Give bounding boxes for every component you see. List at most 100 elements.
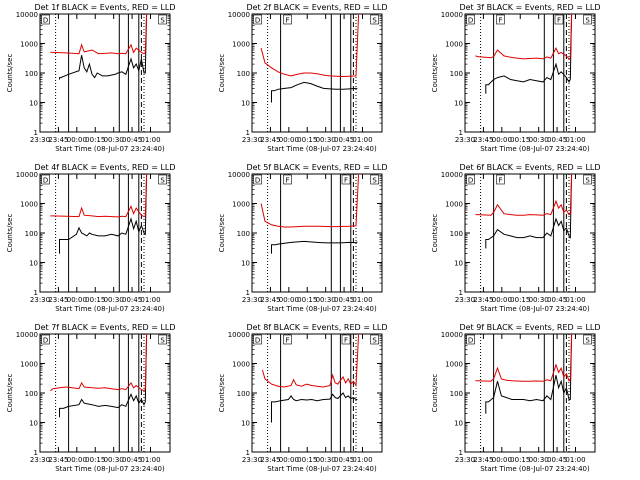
x-tick-label: 00:00: [67, 136, 87, 144]
y-tick-label: 10000: [228, 11, 250, 19]
y-tick-label: 10000: [441, 171, 463, 179]
x-tick-label: 23:30: [30, 456, 50, 464]
plot-frame: [251, 13, 383, 133]
x-axis-label: Start Time (08-Jul-07 23:24:40): [55, 465, 165, 473]
marker-letter: D: [43, 17, 48, 25]
marker-box: [341, 174, 351, 185]
y-tick-label: 10000: [441, 11, 463, 19]
x-tick-label: 00:00: [492, 296, 512, 304]
y-tick-label: 1000: [232, 201, 250, 209]
panel-det-8f: Det 8f BLACK = Events, RED = LLD 1 10 100 10…: [218, 323, 388, 473]
marker-letter: S: [585, 177, 590, 185]
y-axis-label: Counts/sec: [431, 54, 439, 93]
panel-det-3f: Det 3f BLACK = Events, RED = LLD 1 10 100 10…: [431, 3, 601, 153]
x-axis-label: Start Time (08-Jul-07 23:24:40): [480, 465, 590, 473]
marker-box: [158, 174, 167, 185]
y-tick-label: 1: [34, 129, 38, 137]
y-tick-label: 10: [454, 100, 463, 108]
y-tick-label: 1000: [232, 361, 250, 369]
x-tick-label: 01:00: [352, 136, 372, 144]
y-axis-label: Counts/sec: [218, 214, 226, 253]
marker-letter: S: [160, 177, 165, 185]
x-tick-label: 00:00: [67, 296, 87, 304]
x-tick-label: 01:00: [352, 456, 372, 464]
x-tick-label: 00:15: [85, 456, 105, 464]
x-tick-label: 23:45: [48, 296, 68, 304]
x-tick-label: 00:45: [547, 456, 567, 464]
x-tick-label: 00:30: [529, 296, 549, 304]
x-tick-label: 00:45: [122, 136, 142, 144]
y-tick-label: 10000: [228, 171, 250, 179]
y-tick-label: 10: [241, 260, 250, 268]
x-tick-label: 01:00: [140, 136, 160, 144]
marker-box: [554, 14, 564, 25]
marker-box: [370, 174, 379, 185]
y-tick-label: 100: [25, 390, 38, 398]
marker-box: [253, 334, 262, 345]
y-tick-label: 100: [25, 70, 38, 78]
x-tick-label: 00:45: [547, 136, 567, 144]
lld-series-line: [50, 334, 148, 392]
x-tick-label: 00:30: [104, 456, 124, 464]
x-tick-label: 23:30: [455, 296, 475, 304]
events-series-line: [59, 174, 148, 254]
x-tick-label: 00:00: [492, 136, 512, 144]
marker-box: [466, 174, 475, 185]
plot-frame: [251, 173, 383, 293]
x-tick-label: 01:00: [352, 296, 372, 304]
marker-letter: F: [498, 177, 502, 185]
x-tick-label: 23:45: [48, 456, 68, 464]
y-tick-label: 10000: [16, 331, 38, 339]
y-tick-label: 100: [25, 230, 38, 238]
events-series-line: [485, 174, 573, 249]
x-tick-label: 00:00: [492, 456, 512, 464]
y-tick-label: 10: [454, 260, 463, 268]
marker-box: [283, 14, 292, 25]
lld-series-line: [475, 14, 573, 60]
x-tick-label: 00:15: [297, 136, 317, 144]
x-axis-label: Start Time (08-Jul-07 23:24:40): [480, 145, 590, 153]
panel-det-6f: Det 6f BLACK = Events, RED = LLD 1 10 100 10…: [431, 163, 601, 313]
panel-det-2f: Det 2f BLACK = Events, RED = LLD 1 10 100 10…: [218, 3, 388, 153]
y-tick-label: 1: [34, 289, 38, 297]
y-tick-label: 1000: [232, 41, 250, 49]
panel-title: Det 1f BLACK = Events, RED = LLD: [34, 3, 175, 12]
x-tick-label: 23:30: [30, 296, 50, 304]
y-tick-label: 1: [246, 289, 250, 297]
marker-letter: D: [468, 337, 473, 345]
y-tick-label: 1000: [445, 201, 463, 209]
x-tick-label: 01:00: [565, 456, 585, 464]
marker-letter: S: [372, 337, 377, 345]
y-tick-label: 10: [241, 420, 250, 428]
x-tick-label: 00:15: [297, 456, 317, 464]
x-axis-label: Start Time (08-Jul-07 23:24:40): [55, 145, 165, 153]
marker-box: [158, 14, 167, 25]
y-axis-label: Counts/sec: [6, 214, 14, 253]
x-tick-label: 00:30: [316, 456, 336, 464]
x-axis-label: Start Time (08-Jul-07 23:24:40): [267, 465, 377, 473]
events-series-line: [59, 14, 148, 80]
events-series-line: [59, 334, 148, 418]
lld-series-line: [50, 174, 148, 218]
y-tick-label: 10: [454, 420, 463, 428]
panel-title: Det 4f BLACK = Events, RED = LLD: [34, 163, 175, 172]
y-tick-label: 100: [450, 70, 463, 78]
x-tick-label: 00:45: [334, 296, 354, 304]
x-tick-label: 00:00: [279, 456, 299, 464]
x-axis-label: Start Time (08-Jul-07 23:24:40): [55, 305, 165, 313]
y-axis-label: Counts/sec: [431, 214, 439, 253]
x-tick-label: 01:00: [565, 296, 585, 304]
marker-box: [253, 174, 262, 185]
marker-letter: S: [585, 17, 590, 25]
x-tick-label: 01:00: [140, 296, 160, 304]
y-axis-label: Counts/sec: [218, 374, 226, 413]
events-series-line: [485, 14, 573, 94]
y-tick-label: 100: [450, 230, 463, 238]
marker-letter: D: [43, 337, 48, 345]
x-tick-label: 23:30: [30, 136, 50, 144]
marker-box: [496, 174, 505, 185]
y-tick-label: 10: [241, 100, 250, 108]
y-tick-label: 10000: [228, 331, 250, 339]
y-tick-label: 1: [34, 449, 38, 457]
